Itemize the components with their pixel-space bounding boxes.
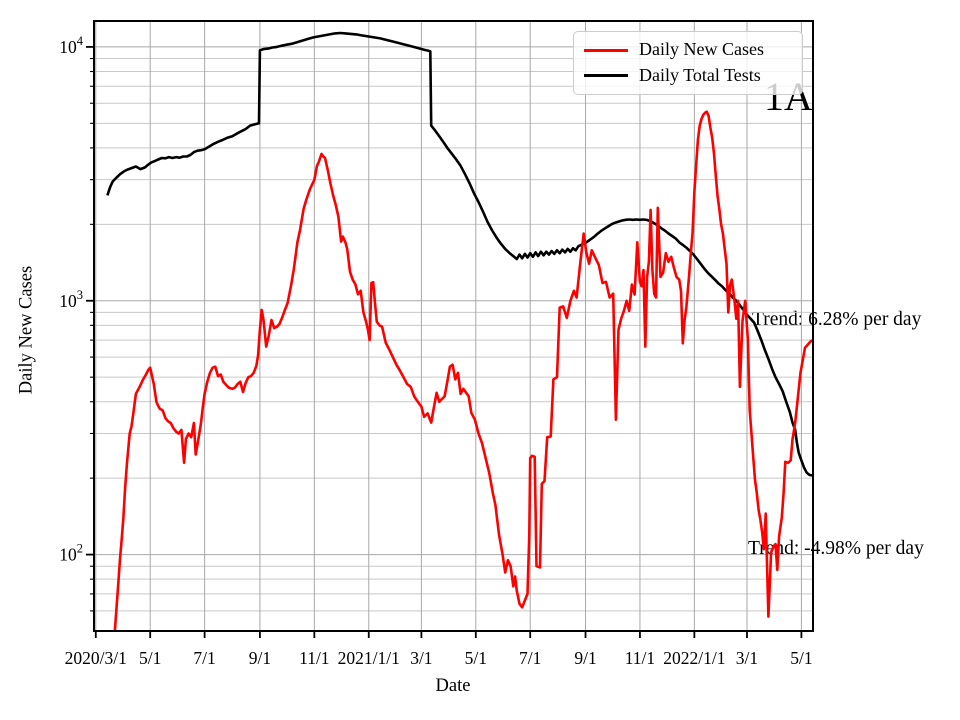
svg-text:11/1: 11/1 bbox=[299, 648, 329, 668]
trend-up-annotation: Trend: 6.28% per day bbox=[752, 309, 922, 330]
legend-label-daily-new-cases: Daily New Cases bbox=[639, 39, 764, 60]
y-axis-ticks-and-labels: 104 103 102 bbox=[59, 34, 94, 612]
series-group bbox=[106, 31, 813, 631]
svg-text:7/1: 7/1 bbox=[519, 648, 541, 668]
svg-text:2022/1/1: 2022/1/1 bbox=[663, 648, 725, 668]
svg-text:5/1: 5/1 bbox=[139, 648, 161, 668]
grid-vertical bbox=[95, 21, 802, 631]
svg-text:3/1: 3/1 bbox=[736, 648, 758, 668]
svg-text:9/1: 9/1 bbox=[249, 648, 271, 668]
legend: Daily New Cases Daily Total Tests bbox=[573, 31, 803, 95]
legend-line-red-icon bbox=[584, 48, 628, 52]
legend-line-black-icon bbox=[584, 74, 628, 78]
svg-text:5/1: 5/1 bbox=[465, 648, 487, 668]
series-daily-total-tests bbox=[106, 31, 813, 477]
svg-text:5/1: 5/1 bbox=[790, 648, 812, 668]
svg-text:9/1: 9/1 bbox=[574, 648, 596, 668]
series-daily-new-cases bbox=[113, 110, 813, 631]
legend-item-daily-total-tests: Daily Total Tests bbox=[584, 64, 792, 86]
axis-spines bbox=[93, 20, 814, 632]
legend-label-daily-total-tests: Daily Total Tests bbox=[639, 64, 761, 85]
legend-item-daily-new-cases: Daily New Cases bbox=[584, 40, 792, 60]
trend-down-annotation: Trend: -4.98% per day bbox=[748, 538, 924, 559]
grid-minor-horizontal bbox=[94, 58, 813, 612]
svg-text:103: 103 bbox=[59, 288, 83, 311]
svg-text:3/1: 3/1 bbox=[410, 648, 432, 668]
svg-text:7/1: 7/1 bbox=[193, 648, 215, 668]
svg-text:11/1: 11/1 bbox=[625, 648, 655, 668]
svg-text:2021/1/1: 2021/1/1 bbox=[338, 648, 400, 668]
x-axis-title: Date bbox=[435, 676, 471, 696]
svg-text:102: 102 bbox=[59, 542, 83, 565]
x-axis-ticks-and-labels: 2020/3/1 5/1 7/1 9/1 11/1 2021/1/1 3/1 5/1 7/1 9/… bbox=[65, 631, 813, 668]
svg-text:104: 104 bbox=[59, 34, 84, 57]
y-axis-title: Daily New Cases bbox=[16, 265, 37, 395]
svg-text:2020/3/1: 2020/3/1 bbox=[65, 648, 127, 668]
